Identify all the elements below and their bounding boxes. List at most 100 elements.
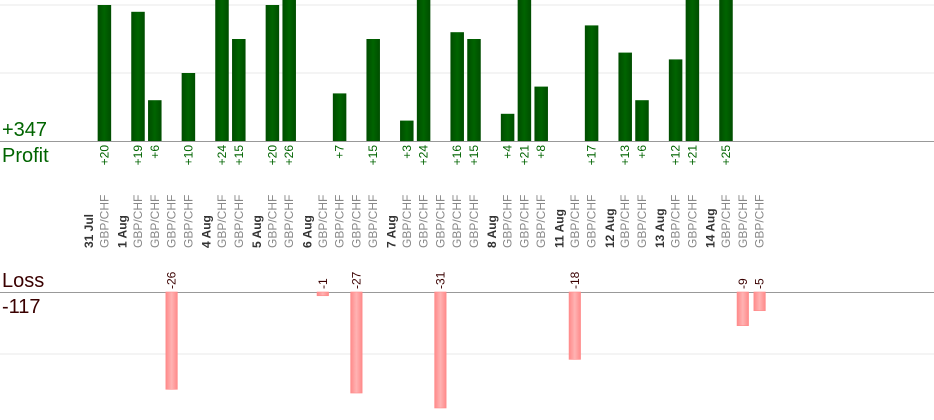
pair-label: GBP/CHF <box>568 195 582 248</box>
loss-bar <box>753 291 766 312</box>
pair-label: GBP/CHF <box>517 195 531 248</box>
pair-label: GBP/CHF <box>349 195 363 248</box>
profit-bar <box>500 113 515 141</box>
pair-label: GBP/CHF <box>685 195 699 248</box>
profit-bar <box>635 100 649 141</box>
pair-label: GBP/CHF <box>467 195 481 248</box>
loss-bar <box>350 291 363 394</box>
profit-value-label: +3 <box>400 145 414 159</box>
profit-value-label: +24 <box>215 145 229 166</box>
pair-label: GBP/CHF <box>131 195 145 248</box>
profit-bar <box>332 93 347 141</box>
pair-label: GBP/CHF <box>181 195 195 248</box>
pair-label: GBP/CHF <box>417 195 431 248</box>
profit-value-label: +25 <box>719 145 733 166</box>
profit-bar <box>232 39 246 141</box>
pair-label: GBP/CHF <box>400 195 414 248</box>
profit-value-label: +21 <box>517 145 531 166</box>
profit-value-label: +6 <box>635 145 649 159</box>
pair-label: GBP/CHF <box>282 195 296 248</box>
profit-value-label: +20 <box>265 145 279 166</box>
pair-label: GBP/CHF <box>148 195 162 248</box>
bars-layer <box>97 0 766 409</box>
pair-label: GBP/CHF <box>635 195 649 248</box>
profit-bar <box>719 0 733 141</box>
pair-label: GBP/CHF <box>450 195 464 248</box>
date-label: 5 Aug <box>250 215 264 248</box>
date-label: 1 Aug <box>116 215 130 248</box>
loss-value-label: -26 <box>165 271 179 289</box>
grid-lines <box>0 4 934 355</box>
profit-value-label: +13 <box>618 145 632 166</box>
profit-bar <box>215 0 229 141</box>
date-label: 11 Aug <box>552 209 566 248</box>
pair-label: GBP/CHF <box>333 195 347 248</box>
date-label: 6 Aug <box>300 215 314 248</box>
profit-value-label: +10 <box>181 145 195 166</box>
date-label: 13 Aug <box>653 208 667 248</box>
profit-value-label: +15 <box>232 145 246 166</box>
profit-value-label: +26 <box>282 145 296 166</box>
pair-label: GBP/CHF <box>501 195 515 248</box>
loss-bar <box>316 291 329 297</box>
profit-bar <box>450 32 464 142</box>
profit-value-label: +21 <box>685 145 699 166</box>
profit-bar <box>668 59 683 141</box>
profit-bar <box>97 5 112 141</box>
loss-bar <box>736 291 749 326</box>
pair-label: GBP/CHF <box>585 195 599 248</box>
loss-bar <box>568 291 581 360</box>
pair-label: GBP/CHF <box>97 195 111 248</box>
profit-bar <box>618 52 632 141</box>
profit-value-label: +6 <box>148 145 162 159</box>
loss-bar <box>165 291 178 390</box>
profit-bar <box>584 25 599 141</box>
pair-label: GBP/CHF <box>433 195 447 248</box>
pair-label: GBP/CHF <box>719 195 733 248</box>
loss-label: Loss <box>2 270 45 292</box>
loss-value-label: -5 <box>753 278 767 289</box>
date-label: 8 Aug <box>485 215 499 248</box>
pair-label: GBP/CHF <box>215 195 229 248</box>
date-label: 7 Aug <box>384 215 398 248</box>
profit-value-label: +8 <box>534 145 548 159</box>
profit-total: +347 <box>2 119 48 141</box>
profit-bar <box>366 39 380 141</box>
profit-bar <box>467 39 481 141</box>
profit-value-label: +17 <box>585 145 599 166</box>
loss-bar <box>434 291 447 409</box>
loss-value-label: -1 <box>316 278 330 289</box>
pair-label: GBP/CHF <box>534 195 548 248</box>
profit-bar <box>265 5 280 141</box>
loss-value-label: -9 <box>736 278 750 289</box>
pair-label: GBP/CHF <box>165 195 179 248</box>
loss-value-label: -31 <box>433 271 447 289</box>
profit-bar <box>400 120 414 141</box>
date-label: 12 Aug <box>603 208 617 248</box>
profit-value-label: +19 <box>131 145 145 166</box>
profit-bar <box>416 0 431 141</box>
profit-bar <box>517 0 532 141</box>
pair-label: GBP/CHF <box>316 195 330 248</box>
profit-bar <box>181 73 196 141</box>
profit-bar <box>131 11 145 141</box>
date-label: 4 Aug <box>200 215 214 248</box>
profit-value-label: +12 <box>669 145 683 166</box>
profit-value-label: +16 <box>450 145 464 166</box>
date-label: 14 Aug <box>704 208 718 248</box>
loss-value-label: -27 <box>349 271 363 289</box>
pair-label: GBP/CHF <box>265 195 279 248</box>
pair-label: GBP/CHF <box>669 195 683 248</box>
profit-value-label: +20 <box>97 145 111 166</box>
pair-label: GBP/CHF <box>366 195 380 248</box>
profit-bar <box>685 0 700 141</box>
loss-value-label: -18 <box>568 271 582 289</box>
profit-value-label: +7 <box>333 145 347 159</box>
pair-label: GBP/CHF <box>736 195 750 248</box>
profit-bar <box>534 86 548 141</box>
date-label: 31 Jul <box>82 214 96 248</box>
profit-value-label: +4 <box>501 145 515 159</box>
profit-value-label: +24 <box>417 145 431 166</box>
pair-label: GBP/CHF <box>232 195 246 248</box>
